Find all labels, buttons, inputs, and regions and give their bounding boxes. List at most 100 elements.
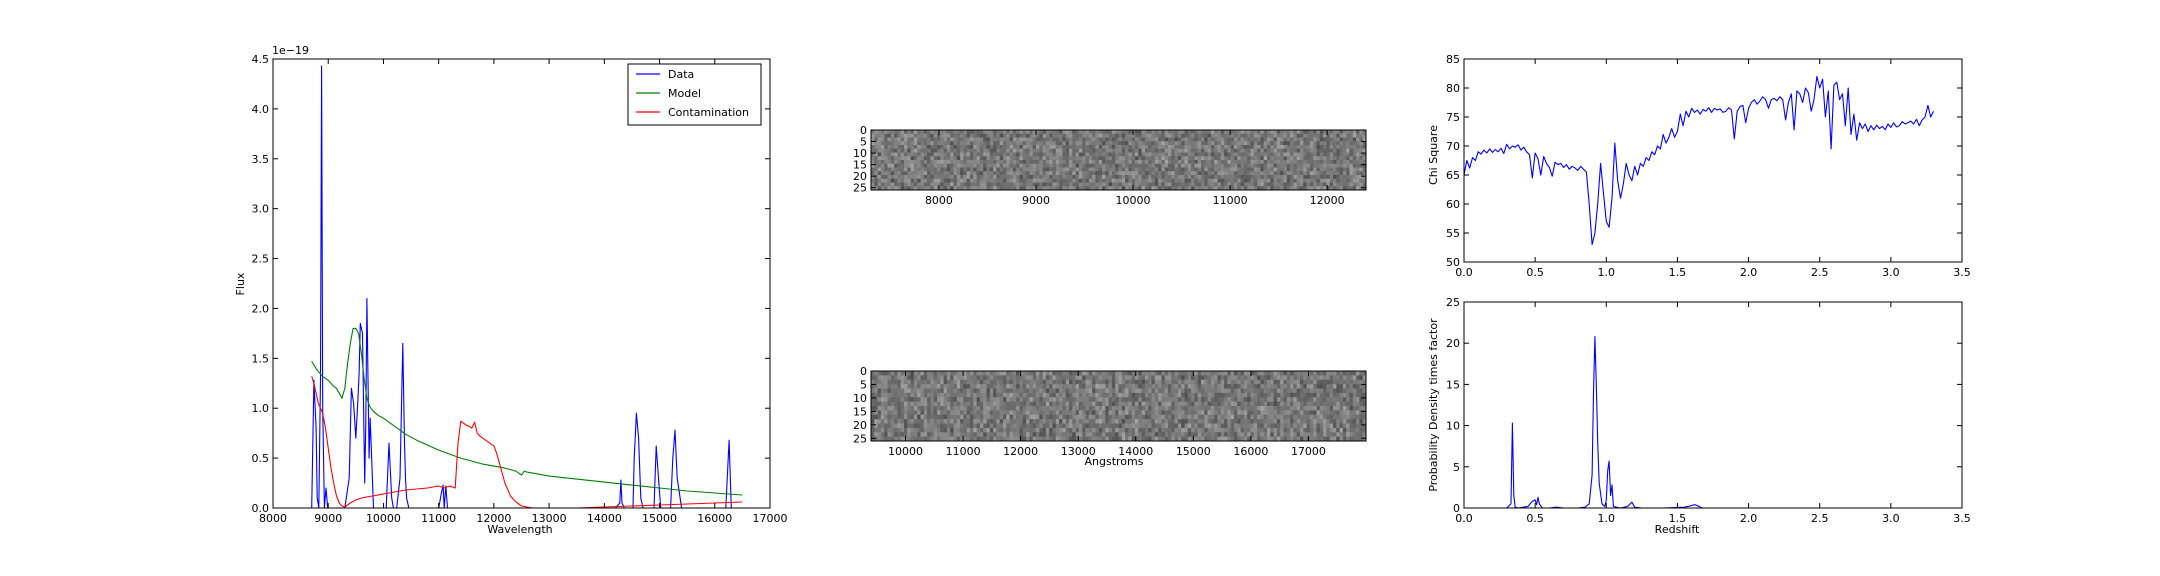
image-pixel: [1161, 401, 1166, 407]
image-pixel: [1243, 427, 1248, 433]
image-pixel: [1217, 167, 1222, 172]
image-pixel: [1009, 397, 1014, 403]
image-pixel: [1009, 171, 1014, 176]
image-pixel: [1065, 137, 1070, 142]
image-pixel: [1270, 401, 1275, 407]
image-pixel: [1144, 178, 1149, 184]
image-pixel: [1234, 397, 1238, 403]
image-pixel: [907, 178, 912, 184]
image-pixel: [1072, 410, 1077, 416]
image-pixel: [887, 171, 892, 176]
image-pixel: [996, 371, 1001, 376]
image-pixel: [1151, 175, 1156, 180]
image-pixel: [950, 432, 955, 438]
image-pixel: [966, 432, 971, 438]
image-pixel: [1342, 141, 1347, 146]
image-pixel: [1082, 160, 1087, 165]
image-pixel: [904, 432, 908, 438]
image-pixel: [1230, 178, 1235, 184]
image-pixel: [963, 178, 968, 184]
image-pixel: [1339, 419, 1344, 425]
image-pixel: [996, 182, 1001, 187]
x-tick-label: 12000: [1003, 445, 1038, 458]
image-pixel: [1253, 182, 1258, 187]
image-pixel: [1187, 182, 1192, 187]
image-pixel: [1243, 384, 1248, 390]
image-pixel: [1316, 414, 1321, 420]
image-pixel: [894, 419, 898, 425]
image-pixel: [1286, 182, 1291, 187]
image-pixel: [1224, 178, 1228, 184]
image-pixel: [989, 406, 994, 411]
image-pixel: [1329, 397, 1334, 403]
image-pixel: [996, 401, 1001, 407]
image-pixel: [970, 397, 974, 403]
image-pixel: [1296, 423, 1301, 429]
axes-frame: [870, 129, 1367, 191]
y-tick-label: 1.5: [252, 352, 270, 365]
image-pixel: [1290, 163, 1294, 169]
image-pixel: [1210, 160, 1215, 165]
image-pixel: [993, 427, 997, 433]
image-pixel: [1105, 427, 1110, 433]
image-pixel: [963, 375, 968, 381]
image-pixel: [1102, 152, 1106, 157]
image-pixel: [956, 436, 961, 441]
image-pixel: [1121, 148, 1126, 154]
image-pixel: [1197, 397, 1202, 403]
image-pixel: [871, 182, 875, 187]
image-pixel: [1313, 141, 1318, 146]
image-pixel: [1326, 182, 1331, 187]
image-pixel: [950, 160, 955, 165]
image-pixel: [1346, 401, 1351, 407]
image-pixel: [1243, 175, 1248, 180]
image-pixel: [973, 379, 978, 385]
image-pixel: [1016, 406, 1021, 411]
image-pixel: [1286, 152, 1291, 157]
image-pixel: [1098, 148, 1103, 154]
image-pixel: [910, 410, 915, 416]
image-pixel: [1135, 384, 1139, 390]
image-pixel: [1194, 156, 1199, 161]
image-pixel: [1171, 178, 1176, 184]
image-pixel: [1210, 414, 1215, 420]
image-pixel: [1019, 156, 1024, 161]
image-pixel: [1359, 427, 1364, 433]
image-pixel: [1303, 145, 1308, 150]
image-pixel: [1059, 406, 1063, 411]
image-pixel: [1111, 436, 1116, 441]
image-pixel: [890, 163, 895, 169]
image-pixel: [1313, 175, 1318, 180]
image-pixel: [1263, 397, 1268, 403]
image-pixel: [986, 145, 991, 150]
image-pixel: [1283, 375, 1288, 381]
image-pixel: [1141, 171, 1146, 176]
image-pixel: [1336, 406, 1341, 411]
image-pixel: [1111, 160, 1116, 165]
image-pixel: [900, 130, 905, 135]
image-pixel: [979, 375, 984, 381]
image-pixel: [1217, 414, 1222, 420]
image-pixel: [1062, 419, 1067, 425]
image-pixel: [943, 419, 948, 425]
image-pixel: [999, 436, 1004, 441]
image-pixel: [1309, 414, 1314, 420]
image-pixel: [986, 163, 991, 169]
image-pixel: [1217, 160, 1222, 165]
image-pixel: [1253, 384, 1258, 390]
image-pixel: [1181, 163, 1186, 169]
image-pixel: [1257, 145, 1261, 150]
image-pixel: [1210, 141, 1215, 146]
image-pixel: [1306, 427, 1311, 433]
image-pixel: [1078, 137, 1083, 142]
image-pixel: [1210, 406, 1215, 411]
image-pixel: [1131, 397, 1136, 403]
image-pixel: [1039, 432, 1044, 438]
image-pixel: [917, 141, 922, 146]
image-pixel: [1201, 397, 1205, 403]
image-pixel: [1346, 388, 1351, 394]
image-pixel: [1280, 384, 1285, 390]
image-pixel: [999, 171, 1004, 176]
image-pixel: [1283, 379, 1288, 385]
image-pixel: [1098, 419, 1103, 425]
